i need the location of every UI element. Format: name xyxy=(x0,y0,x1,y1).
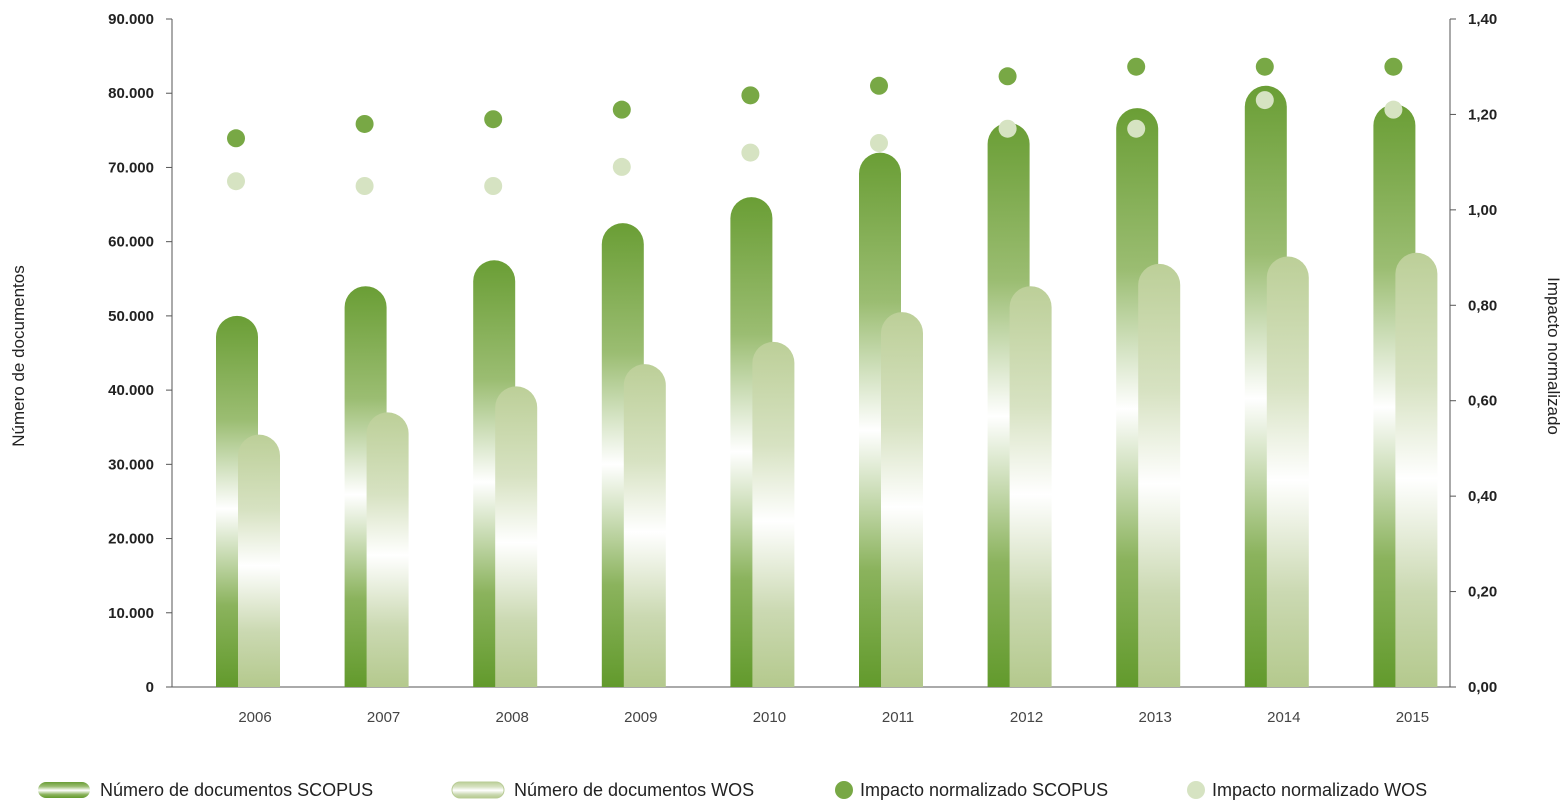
legend-label-scopus-bar: Número de documentos SCOPUS xyxy=(100,780,373,800)
x-tick-label: 2008 xyxy=(496,709,529,726)
y-tick-label: 90.000 xyxy=(108,11,154,28)
point-impact-wos xyxy=(741,143,760,162)
bar-wos xyxy=(1138,263,1181,687)
point-impact-wos xyxy=(1127,119,1146,138)
bar-wos xyxy=(881,312,923,687)
point-impact-wos xyxy=(998,119,1017,138)
bar-wos xyxy=(1009,286,1052,687)
legend-swatch-wos-bar xyxy=(451,781,505,799)
point-impact-scopus xyxy=(998,67,1017,86)
y2-tick-label: 0,00 xyxy=(1468,679,1497,696)
y-tick-label: 0 xyxy=(146,679,154,696)
x-tick-label: 2014 xyxy=(1267,709,1300,726)
y2-tick-label: 1,40 xyxy=(1468,11,1497,28)
x-tick-label: 2006 xyxy=(238,709,271,726)
point-impact-scopus xyxy=(355,114,374,133)
point-impact-wos xyxy=(1384,100,1403,119)
point-impact-wos xyxy=(612,157,631,176)
bar-wos xyxy=(495,386,538,687)
legend-swatch-impact-wos xyxy=(1187,781,1205,799)
points-layer xyxy=(227,57,1403,195)
bar-wos xyxy=(238,434,280,687)
point-impact-wos xyxy=(1255,91,1274,110)
y-tick-label: 70.000 xyxy=(108,159,154,176)
x-tick-label: 2012 xyxy=(1010,709,1043,726)
point-impact-scopus xyxy=(870,76,888,95)
x-tick-label: 2007 xyxy=(367,709,400,726)
y-tick-label: 10.000 xyxy=(108,605,154,622)
point-impact-scopus xyxy=(1384,57,1403,76)
y2-axis-title: Impacto normalizado xyxy=(1544,277,1561,435)
point-impact-wos xyxy=(227,172,245,191)
point-impact-wos xyxy=(870,134,888,153)
x-tick-label: 2015 xyxy=(1396,709,1429,726)
legend-label-impact-scopus: Impacto normalizado SCOPUS xyxy=(860,780,1108,800)
axes-layer: 0 10.000 20.000 30.000 40.000 50.000 60.000 70.… xyxy=(9,11,1561,726)
legend-swatch-scopus-bar xyxy=(38,782,90,798)
legend-label-wos-bar: Número de documentos WOS xyxy=(514,780,754,800)
bar-wos xyxy=(1395,252,1438,687)
y2-tick-label: 1,20 xyxy=(1468,106,1497,123)
x-tick-label: 2010 xyxy=(753,709,786,726)
x-tick-label: 2011 xyxy=(882,709,914,726)
y2-tick-label: 0,60 xyxy=(1468,393,1497,410)
y2-tick-label: 0,40 xyxy=(1468,488,1497,505)
point-impact-wos xyxy=(484,177,503,195)
x-tick-label: 2009 xyxy=(624,709,657,726)
point-impact-scopus xyxy=(741,86,760,105)
y-tick-label: 20.000 xyxy=(108,531,154,548)
legend: Número de documentos SCOPUS Número de doc… xyxy=(38,780,1427,800)
bar-wos xyxy=(623,364,666,687)
legend-label-impact-wos: Impacto normalizado WOS xyxy=(1212,780,1427,800)
y2-tick-label: 0,20 xyxy=(1468,584,1497,601)
bar-wos xyxy=(1266,256,1309,687)
point-impact-scopus xyxy=(227,129,245,148)
y2-tick-label: 1,00 xyxy=(1468,202,1497,219)
y2-tick-label: 0,80 xyxy=(1468,297,1497,314)
bars-layer xyxy=(216,85,1438,688)
point-impact-scopus xyxy=(612,100,631,119)
point-impact-scopus xyxy=(1255,57,1274,76)
y-tick-label: 30.000 xyxy=(108,456,154,473)
y-tick-label: 50.000 xyxy=(108,308,154,325)
bar-wos xyxy=(366,412,409,687)
y-tick-label: 40.000 xyxy=(108,382,154,399)
bar-wos xyxy=(752,341,795,687)
x-tick-label: 2013 xyxy=(1139,709,1172,726)
point-impact-scopus xyxy=(484,110,503,129)
y-axis-title: Número de documentos xyxy=(9,265,28,446)
y-tick-label: 80.000 xyxy=(108,85,154,102)
y-tick-label: 60.000 xyxy=(108,234,154,251)
legend-swatch-impact-scopus xyxy=(835,781,853,799)
point-impact-wos xyxy=(355,177,374,195)
point-impact-scopus xyxy=(1127,57,1146,76)
